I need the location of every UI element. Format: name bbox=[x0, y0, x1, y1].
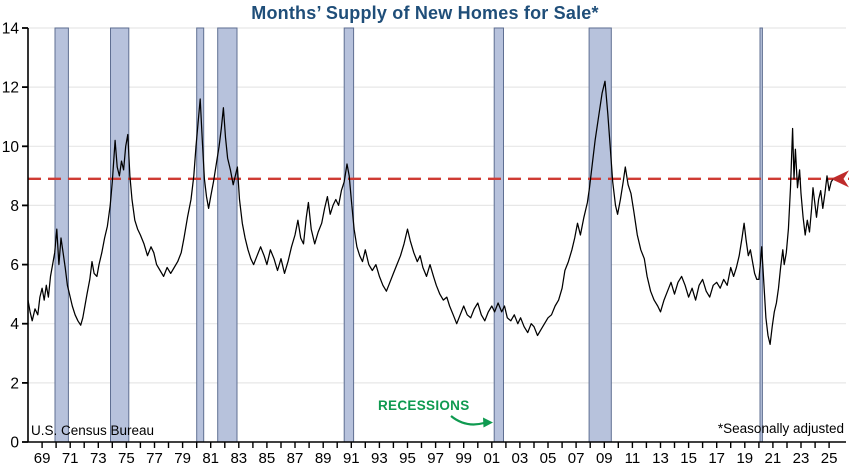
y-tick-label: 4 bbox=[10, 316, 19, 333]
x-tick-label: 19 bbox=[736, 450, 753, 467]
recession-band bbox=[196, 27, 205, 443]
x-tick-label: 83 bbox=[230, 450, 247, 467]
y-tick-label: 2 bbox=[10, 375, 19, 392]
recessions-annotation-label: RECESSIONS bbox=[378, 398, 470, 413]
x-tick-label: 75 bbox=[118, 450, 135, 467]
x-tick-label: 69 bbox=[34, 450, 51, 467]
recession-band bbox=[493, 27, 505, 443]
x-tick-label: 73 bbox=[90, 450, 107, 467]
recession-band bbox=[588, 27, 612, 443]
x-tick-label: 21 bbox=[765, 450, 782, 467]
y-tick-label: 10 bbox=[2, 139, 20, 156]
source-note: U.S. Census Bureau bbox=[31, 423, 155, 438]
y-tick-label: 6 bbox=[10, 257, 19, 274]
x-tick-label: 87 bbox=[287, 450, 304, 467]
seasonally-adjusted-footnote: *Seasonally adjusted bbox=[717, 421, 844, 436]
y-tick-label: 0 bbox=[10, 435, 19, 452]
recessions-annotation-arrow bbox=[450, 415, 485, 426]
x-tick-label: 13 bbox=[652, 450, 669, 467]
x-tick-label: 15 bbox=[680, 450, 697, 467]
recession-band bbox=[110, 27, 130, 443]
x-tick-label: 89 bbox=[315, 450, 332, 467]
x-tick-label: 97 bbox=[427, 450, 444, 467]
x-tick-label: 05 bbox=[540, 450, 557, 467]
x-tick-label: 17 bbox=[708, 450, 725, 467]
months-supply-series-line bbox=[27, 80, 834, 346]
x-tick-label: 85 bbox=[259, 450, 276, 467]
y-tick-label: 12 bbox=[2, 80, 19, 97]
x-tick-label: 23 bbox=[793, 450, 810, 467]
y-tick-label: 14 bbox=[2, 21, 20, 38]
x-tick-label: 25 bbox=[821, 450, 838, 467]
x-tick-label: 95 bbox=[399, 450, 416, 467]
x-tick-label: 07 bbox=[568, 450, 585, 467]
x-tick-label: 11 bbox=[625, 450, 641, 467]
chart-title: Months’ Supply of New Homes for Sale* bbox=[251, 3, 599, 23]
recession-band bbox=[343, 27, 355, 443]
recession-band bbox=[217, 27, 238, 443]
x-tick-label: 77 bbox=[146, 450, 163, 467]
x-tick-label: 79 bbox=[174, 450, 191, 467]
y-tick-label: 8 bbox=[10, 198, 19, 215]
x-tick-label: 91 bbox=[343, 450, 360, 467]
x-tick-label: 81 bbox=[202, 450, 219, 467]
x-tick-label: 93 bbox=[371, 450, 388, 467]
x-tick-label: 99 bbox=[455, 450, 472, 467]
x-tick-label: 01 bbox=[483, 450, 500, 467]
recession-band bbox=[759, 27, 763, 443]
current-value-arrow-icon bbox=[831, 170, 849, 188]
x-tick-label: 71 bbox=[62, 450, 79, 467]
recessions-arrowhead-icon bbox=[483, 417, 493, 428]
x-tick-label: 09 bbox=[596, 450, 613, 467]
x-tick-label: 03 bbox=[512, 450, 529, 467]
